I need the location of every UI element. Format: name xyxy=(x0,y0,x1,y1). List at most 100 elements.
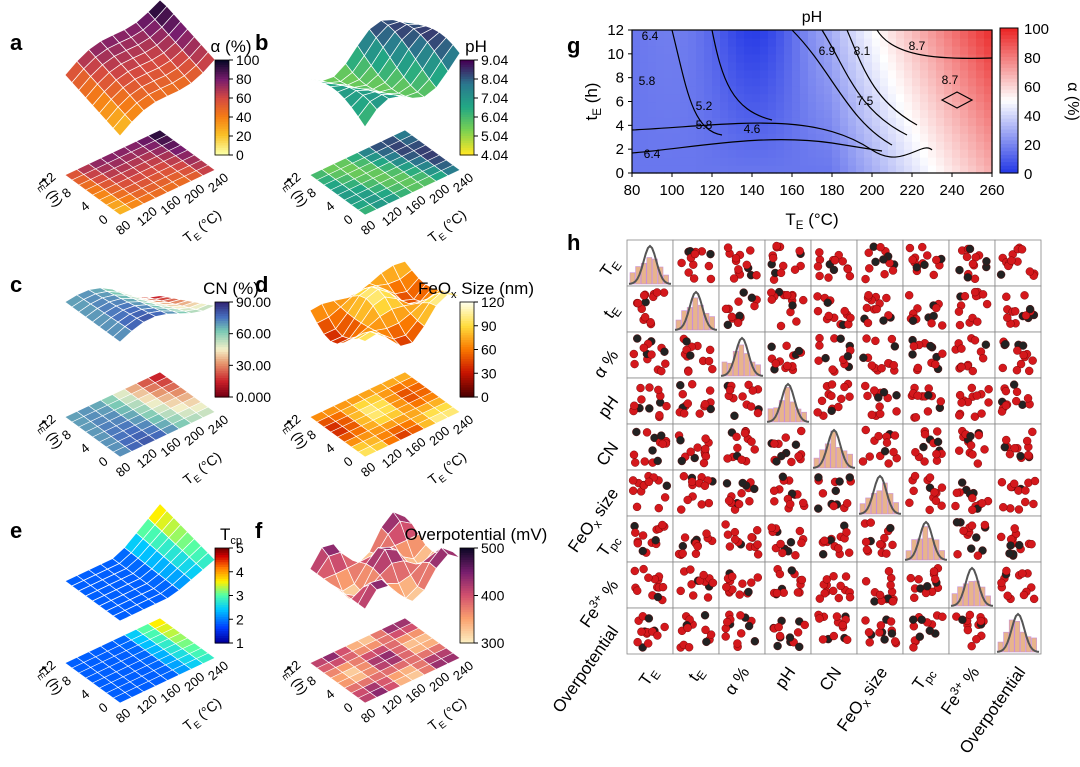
colorbar-segment xyxy=(460,337,474,341)
scatter-point xyxy=(965,244,975,254)
scatter-point xyxy=(721,304,731,314)
colorbar-segment xyxy=(460,133,474,137)
map-cell xyxy=(728,109,737,118)
map-cell xyxy=(680,165,689,174)
map-cell xyxy=(672,133,681,142)
histogram-bar xyxy=(749,361,756,377)
scatter-point xyxy=(1001,386,1011,396)
colorbar-segment xyxy=(460,323,474,327)
row-label: tE xyxy=(599,300,624,323)
scatter-point xyxy=(686,565,695,574)
colorbar-segment xyxy=(460,150,474,154)
scatter-point xyxy=(865,638,874,647)
scatter-point xyxy=(660,622,669,632)
colorbar-segment xyxy=(215,69,229,73)
map-cell xyxy=(936,77,945,87)
map-cell xyxy=(816,77,825,87)
colorbar-segment xyxy=(460,574,474,578)
colorbar-segment xyxy=(460,328,474,332)
colorbar-segment xyxy=(1000,122,1018,127)
scatter-point xyxy=(782,290,792,300)
colorbar-segment xyxy=(215,392,229,396)
scatter-point xyxy=(628,476,638,485)
map-cell xyxy=(976,133,985,142)
map-cell xyxy=(744,149,753,158)
scatter-point xyxy=(644,639,653,648)
scatter-point xyxy=(708,364,717,374)
map-cell xyxy=(856,141,865,150)
y-tick: 0 xyxy=(96,211,111,227)
map-cell xyxy=(648,125,657,134)
map-cell xyxy=(816,149,825,158)
colorbar-segment xyxy=(215,318,229,322)
scatter-point xyxy=(702,637,711,647)
map-cell xyxy=(976,157,985,166)
scatter-point xyxy=(862,303,872,313)
map-cell xyxy=(648,101,657,111)
map-cell xyxy=(672,93,681,103)
map-cell xyxy=(704,157,713,166)
colorbar-segment xyxy=(460,105,474,109)
map-cell xyxy=(944,117,953,126)
map-cell xyxy=(792,165,801,174)
scatter-point xyxy=(829,501,838,511)
map-cell xyxy=(832,141,841,150)
map-cell xyxy=(752,45,761,55)
scatter-point xyxy=(677,456,687,466)
map-cell xyxy=(896,93,905,103)
map-cell xyxy=(976,93,985,103)
map-cell xyxy=(800,61,809,71)
colorbar-segment xyxy=(215,380,229,384)
map-cell xyxy=(952,37,961,47)
map-cell xyxy=(752,61,761,71)
map-cell xyxy=(904,30,913,39)
scatter-point xyxy=(861,425,870,435)
contour-line xyxy=(821,29,908,136)
map-cell xyxy=(968,157,977,166)
colorbar-segment xyxy=(215,576,229,580)
map-cell xyxy=(784,77,793,87)
colorbar-segment xyxy=(460,342,474,346)
map-cell xyxy=(912,133,921,142)
map-cell xyxy=(672,85,681,95)
scatter-point xyxy=(1018,341,1028,350)
map-cell xyxy=(824,77,833,87)
map-cell xyxy=(856,77,865,87)
scatter-point xyxy=(875,402,884,411)
map-cell xyxy=(696,77,705,87)
scatter-point xyxy=(773,641,782,651)
map-cell xyxy=(864,85,873,95)
colorbar-segment xyxy=(460,332,474,336)
map-cell xyxy=(632,53,641,63)
map-cell xyxy=(872,37,881,47)
map-cell xyxy=(760,141,769,150)
map-cell xyxy=(664,101,673,111)
colorbar-segment xyxy=(460,626,474,630)
map-cell xyxy=(696,117,705,126)
map-cell xyxy=(728,30,737,39)
scatter-point xyxy=(932,303,941,313)
scatter-point xyxy=(653,631,662,640)
colorbar-segment xyxy=(1000,111,1018,116)
scatter-point xyxy=(957,362,966,372)
colorbar-tick-label: 20 xyxy=(236,128,252,144)
colorbar-segment xyxy=(215,323,229,327)
map-cell xyxy=(736,157,745,166)
colorbar-title: pH xyxy=(465,37,487,56)
scatter-point xyxy=(938,349,947,358)
map-cell xyxy=(776,125,785,134)
map-cell xyxy=(760,61,769,71)
map-cell xyxy=(712,117,721,126)
scatter-point xyxy=(652,288,662,297)
surface-cell xyxy=(195,552,216,571)
map-cell xyxy=(768,61,777,71)
map-cell xyxy=(832,37,841,47)
map-cell xyxy=(944,133,953,142)
map-cell xyxy=(880,165,889,174)
scatter-point xyxy=(725,385,735,395)
colorbar-segment xyxy=(215,378,229,381)
scatter-point xyxy=(963,273,973,282)
map-cell xyxy=(872,45,881,55)
map-cell xyxy=(888,157,897,166)
map-cell xyxy=(936,141,945,150)
